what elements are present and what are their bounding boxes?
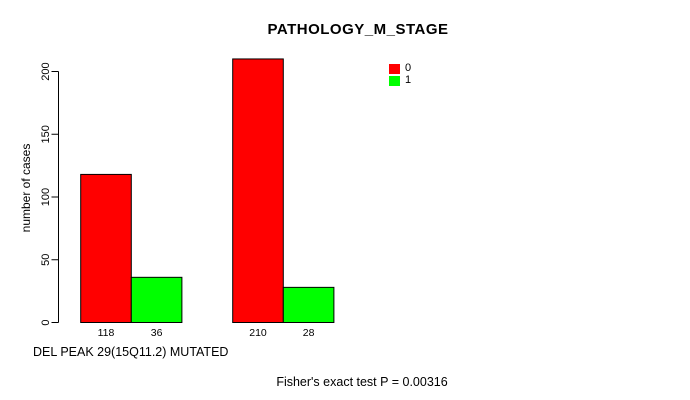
legend-label-1: 1 [405, 74, 412, 86]
bar-value-label: 28 [303, 327, 315, 339]
legend-label-0: 0 [405, 62, 412, 74]
legend-swatch-1 [389, 75, 400, 86]
bar-series-1-group-1 [130, 276, 183, 324]
y-tick-label: 0 [40, 319, 52, 325]
bar-value-label: 118 [98, 327, 115, 339]
bar-series-1-group-2 [282, 286, 335, 323]
chart-title: PATHOLOGY_M_STAGE [267, 21, 449, 38]
legend-item-1: 1 [389, 75, 411, 86]
y-tick-label: 100 [40, 188, 52, 206]
bar-value-label: 36 [151, 327, 163, 339]
legend-item-0: 0 [389, 63, 411, 74]
x-axis-label: DEL PEAK 29(15Q11.2) MUTATED [33, 345, 229, 359]
y-tick-label: 150 [40, 125, 52, 143]
legend-swatch-0 [389, 63, 400, 74]
bar-series-0-group-2 [232, 58, 284, 323]
y-tick-label: 200 [40, 62, 52, 80]
bar-value-label: 210 [249, 327, 267, 339]
bar-series-0-group-1 [80, 173, 132, 323]
fisher-test-annotation: Fisher's exact test P = 0.00316 [276, 375, 448, 389]
y-tick-label: 50 [40, 254, 52, 266]
